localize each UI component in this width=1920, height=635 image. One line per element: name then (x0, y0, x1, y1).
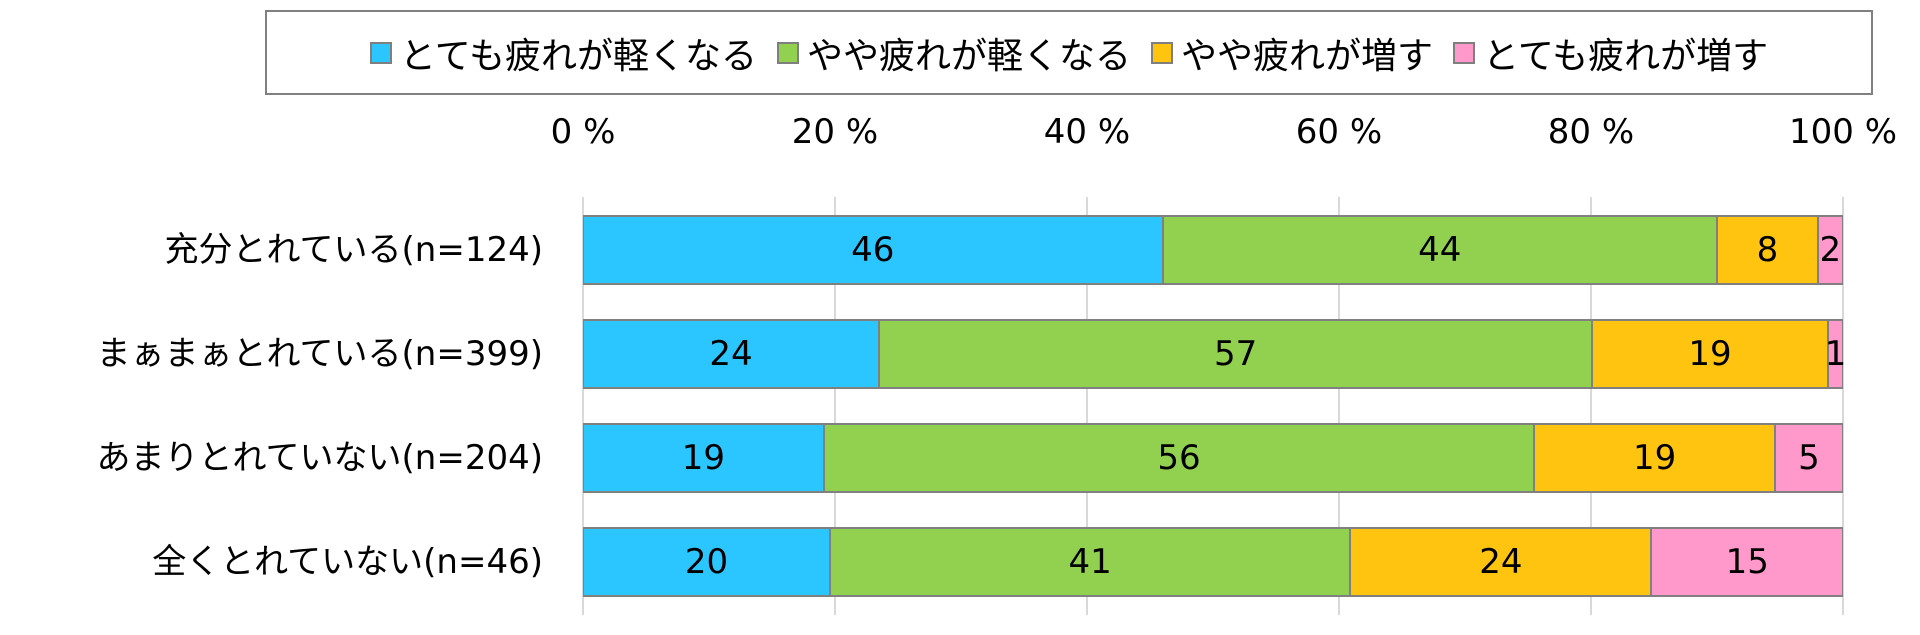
gridline (1590, 197, 1592, 615)
gridline (1338, 197, 1340, 615)
legend-item-much-more-tired: とても疲れが増す (1453, 27, 1768, 79)
legend-label: やや疲れが軽くなる (806, 35, 1131, 77)
x-tick-label: 0 % (550, 112, 616, 152)
legend-item-slightly-relieved: やや疲れが軽くなる (776, 27, 1131, 79)
x-tick-label: 100 % (1788, 112, 1898, 152)
bar-segment: 46 (583, 215, 1163, 285)
legend-label: とても疲れが軽くなる (399, 35, 757, 77)
bar-segment: 15 (1651, 527, 1843, 597)
bar-segment: 19 (583, 423, 824, 493)
category-label: 全くとれていない(n=46) (152, 542, 543, 582)
bar-segment: 5 (1774, 423, 1843, 493)
x-tick-label: 40 % (1043, 112, 1131, 152)
x-tick-label: 60 % (1295, 112, 1383, 152)
category-label: まぁまぁとれている(n=399) (96, 334, 543, 374)
gridline (834, 197, 836, 615)
bar-segment: 41 (829, 527, 1351, 597)
bar-segment: 24 (583, 319, 880, 389)
bar-segment: 20 (583, 527, 830, 597)
legend-item-very-relieved: とても疲れが軽くなる (369, 27, 757, 79)
legend-item-slightly-more-tired: やや疲れが増す (1151, 27, 1433, 79)
stacked-bar: 19 56 19 5 (583, 423, 1843, 493)
legend-swatch-icon (776, 41, 799, 64)
legend-swatch-icon (1453, 41, 1476, 64)
legend-label: とても疲れが増す (1483, 35, 1769, 77)
bar-segment: 1 (1825, 319, 1846, 389)
gridline (582, 197, 584, 615)
bar-segment: 19 (1534, 423, 1775, 493)
chart-legend: とても疲れが軽くなる やや疲れが軽くなる やや疲れが増す とても疲れが増す (265, 10, 1873, 95)
bar-segment: 8 (1716, 215, 1818, 285)
legend-swatch-icon (369, 41, 392, 64)
stacked-bar: 20 41 24 15 (583, 527, 1843, 597)
bar-segment: 44 (1162, 215, 1717, 285)
gridline (1842, 197, 1844, 615)
stacked-bar: 46 44 8 2 (583, 215, 1843, 285)
stacked-bar: 24 57 19 1 (583, 319, 1846, 389)
x-tick-label: 20 % (791, 112, 879, 152)
category-label: あまりとれていない(n=204) (96, 438, 543, 478)
legend-swatch-icon (1151, 41, 1173, 64)
category-label: 充分とれている(n=124) (164, 230, 543, 270)
bar-segment: 19 (1592, 319, 1828, 389)
bar-segment: 2 (1817, 215, 1843, 285)
legend-label: やや疲れが増す (1181, 35, 1434, 77)
x-tick-label: 80 % (1547, 112, 1635, 152)
bar-segment: 57 (879, 319, 1593, 389)
gridline (1086, 197, 1088, 615)
bar-segment: 56 (823, 423, 1535, 493)
bar-segment: 24 (1350, 527, 1652, 597)
